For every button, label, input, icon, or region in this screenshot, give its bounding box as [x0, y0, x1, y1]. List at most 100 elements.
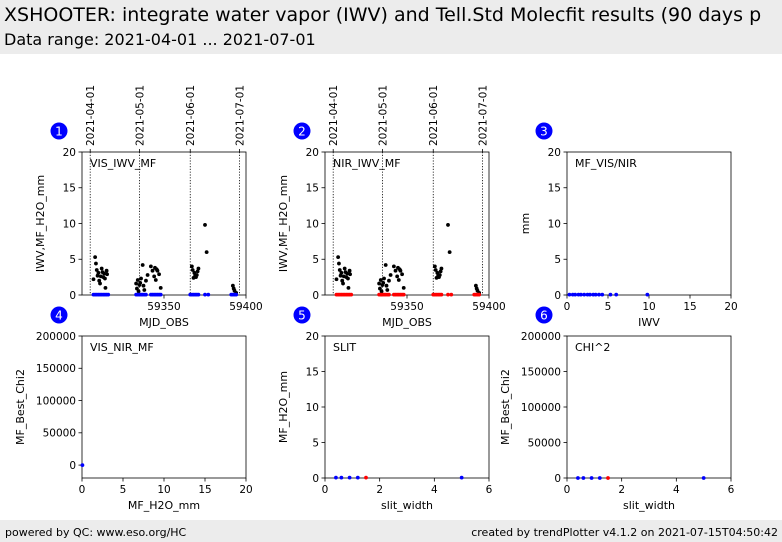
data-point: [446, 292, 450, 297]
date-marker-label: 2021-05-01: [377, 85, 389, 146]
data-point: [401, 285, 406, 290]
x-tick-label: 2: [618, 484, 625, 496]
x-axis-label: MF_H2O_mm: [128, 499, 200, 512]
chart-panel-3: 0 5 10 15 20 0 5 10 15 20 IWV mm MF_VIS/NIR 3: [519, 122, 738, 329]
y-tick-label: 10: [306, 402, 319, 414]
y-tick-label: 100000: [36, 395, 76, 407]
plot-frame: [566, 151, 732, 296]
plot-label: NIR_IWV_MF: [333, 157, 401, 170]
x-tick-label: 0: [564, 301, 571, 313]
y-tick-label: 10: [63, 218, 76, 230]
data-point: [103, 276, 107, 281]
plot-frame: [81, 335, 247, 479]
x-axis-label: MJD_OBS: [382, 316, 432, 329]
x-tick-label: 15: [198, 484, 211, 496]
data-point: [158, 285, 163, 290]
data-point: [135, 286, 139, 291]
data-point: [139, 276, 143, 281]
x-tick-label: 59400: [472, 301, 505, 313]
data-point: [383, 263, 388, 267]
data-point: [381, 280, 386, 285]
data-point: [446, 223, 450, 227]
plot-label: VIS_IWV_MF: [90, 157, 156, 170]
data-point: [433, 268, 438, 272]
y-axis-label: IWV,MF_H2O_mm: [34, 175, 47, 272]
data-point: [140, 263, 145, 267]
y-axis-label: IWV,MF_H2O_mm: [277, 175, 290, 272]
footer-generator: created by trendPlotter v4.1.2 on 2021-0…: [471, 526, 778, 539]
x-axis-label: MJD_OBS: [139, 316, 189, 329]
data-point: [589, 476, 594, 480]
data-point: [145, 273, 150, 277]
y-tick-label: 15: [548, 183, 561, 195]
data-point: [567, 292, 572, 297]
data-point: [138, 280, 143, 285]
chart-panel-4: 0 50000 100000 150000 200000 0 5 10 15 20 MF_H2O_m…: [14, 306, 253, 512]
data-point: [234, 292, 239, 297]
y-tick-label: 0: [312, 473, 319, 485]
y-tick-label: 20: [306, 147, 319, 159]
panel-badge-label: 6: [540, 309, 548, 323]
x-tick-label: 20: [239, 484, 252, 496]
x-tick-label: 5: [120, 484, 127, 496]
data-point: [142, 288, 147, 292]
y-tick-label: 5: [312, 254, 319, 266]
report-header: XSHOOTER: integrate water vapor (IWV) an…: [0, 0, 782, 54]
chart-panel-1: 2021-04-01 2021-05-01 2021-06-01 2021-07-01…: [34, 85, 263, 329]
data-point: [148, 264, 153, 269]
data-point: [341, 281, 345, 286]
data-point: [337, 261, 341, 266]
data-point: [339, 475, 344, 480]
data-point: [334, 277, 339, 282]
x-tick-label: 59350: [147, 301, 180, 313]
data-point: [593, 292, 598, 297]
y-tick-label: 0: [69, 290, 76, 302]
data-point: [447, 250, 452, 255]
y-axis-label: mm: [519, 213, 532, 234]
data-point: [432, 264, 437, 269]
x-axis-label: slit_width: [381, 499, 433, 512]
x-tick-label: 4: [673, 484, 680, 496]
panel-badge: [293, 306, 311, 324]
date-marker-label: 2021-05-01: [134, 85, 146, 146]
y-tick-label: 50000: [528, 437, 561, 449]
y-tick-label: 10: [548, 218, 561, 230]
panel-badge-label: 1: [55, 125, 63, 139]
panel-badge: [50, 122, 68, 140]
data-point: [588, 292, 592, 297]
y-tick-label: 20: [548, 147, 561, 159]
data-point: [96, 270, 101, 275]
data-point: [195, 269, 200, 274]
data-point: [582, 292, 587, 297]
y-tick-label: 15: [306, 366, 319, 378]
data-point: [608, 292, 613, 297]
data-point: [600, 292, 605, 297]
data-point: [401, 292, 406, 297]
data-point: [614, 292, 619, 297]
x-tick-label: 10: [642, 301, 655, 313]
data-point: [579, 292, 583, 297]
data-point: [438, 269, 443, 274]
data-point: [364, 475, 368, 480]
x-tick-label: 5: [605, 301, 612, 313]
panel-badge: [293, 122, 311, 140]
data-point: [203, 292, 207, 297]
y-tick-label: 0: [69, 460, 76, 472]
data-point: [576, 476, 580, 480]
y-tick-label: 15: [63, 183, 76, 195]
y-tick-label: 5: [69, 254, 76, 266]
data-point: [387, 278, 391, 283]
chart-panel-6: 0 50000 100000 150000 200000 0 2 4 6 slit_width MF…: [499, 306, 735, 512]
data-point: [387, 292, 391, 297]
y-tick-label: 0: [554, 290, 561, 302]
data-point: [393, 268, 398, 273]
data-point: [155, 268, 160, 273]
data-point: [104, 268, 109, 273]
y-tick-label: 20: [63, 147, 76, 159]
x-tick-label: 10: [157, 484, 170, 496]
date-marker-label: 2021-04-01: [85, 85, 97, 146]
data-point: [337, 268, 342, 272]
date-marker-label: 2021-07-01: [234, 85, 246, 146]
y-axis-label: MF_Best_Chi2: [14, 369, 27, 445]
data-point: [338, 273, 343, 278]
